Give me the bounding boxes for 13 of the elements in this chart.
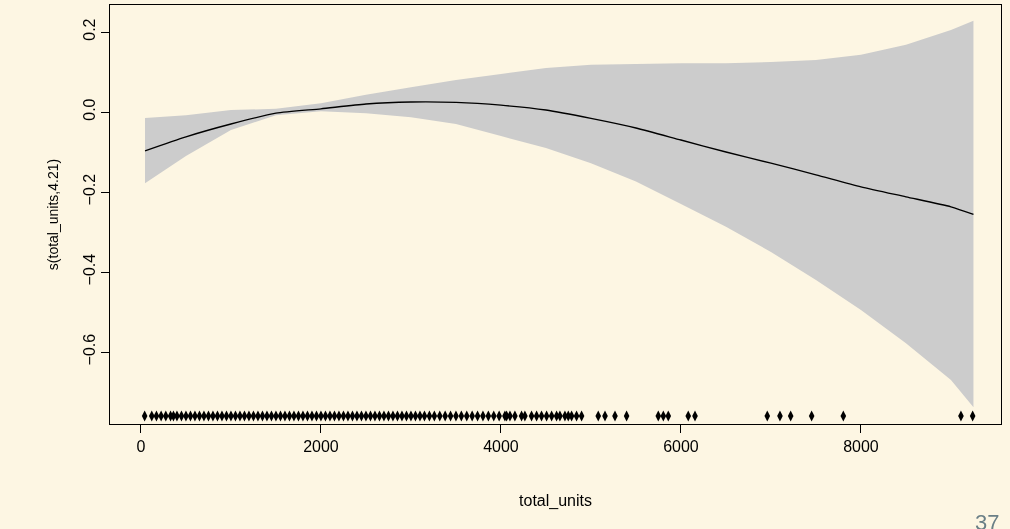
y-axis-title: s(total_units,4.21) — [45, 158, 62, 271]
y-tick-label: 0.2 — [80, 18, 98, 41]
y-tick-label: −0.2 — [80, 173, 98, 206]
x-tick-label: 2000 — [303, 438, 339, 456]
x-tick-label: 6000 — [663, 438, 699, 456]
line-series — [144, 101, 975, 216]
y-tick-label: −0.4 — [80, 253, 98, 286]
x-tick-label: 8000 — [843, 438, 879, 456]
y-tick-label: −0.6 — [80, 333, 98, 366]
x-tick-label: 4000 — [483, 438, 519, 456]
x-axis-title: total_units — [519, 491, 592, 510]
y-tick-label: 0.0 — [80, 98, 98, 121]
x-tick-label: 0 — [136, 438, 146, 456]
